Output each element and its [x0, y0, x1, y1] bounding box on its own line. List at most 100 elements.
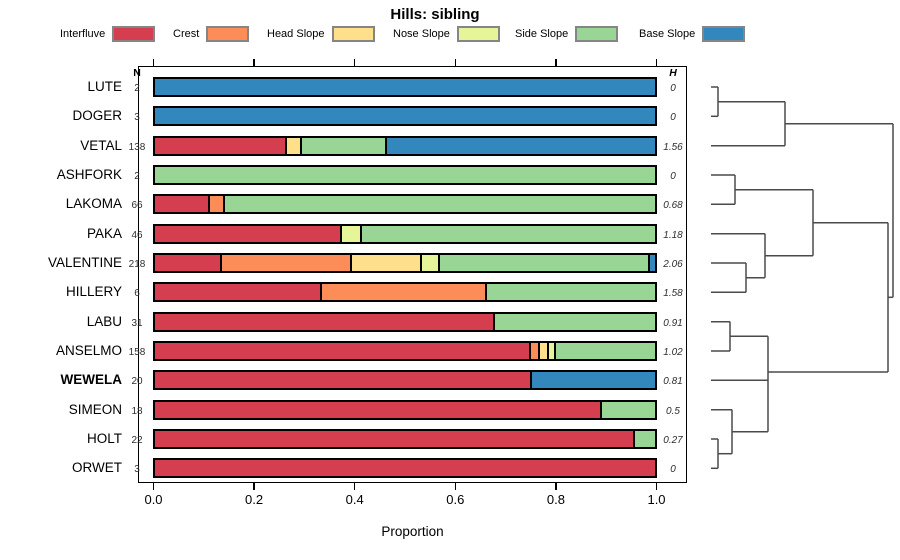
bar-segment-crest [220, 254, 350, 271]
n-value-wewela: 20 [131, 376, 143, 388]
bar-segment-nose [340, 225, 360, 242]
row-label-anselmo: ANSELMO [55, 342, 122, 358]
n-value-simeon: 18 [131, 405, 143, 417]
bar-segment-base [385, 137, 655, 154]
n-value-labu: 31 [131, 317, 143, 329]
legend-swatch-nose [456, 26, 500, 42]
legend-item-head: Head Slope [267, 26, 375, 42]
h-value-labu: 0.91 [663, 317, 683, 329]
row-label-holt: HOLT [86, 430, 122, 446]
stacked-bar-wewela [153, 370, 657, 391]
row-label-ashfork: ASHFORK [56, 166, 122, 182]
bar-segment-side [600, 401, 655, 418]
stacked-bar-vetal [153, 135, 657, 156]
bar-segment-side [360, 225, 655, 242]
bar-segment-interfluve [155, 225, 340, 242]
n-value-doger: 3 [134, 112, 140, 124]
h-value-vetal: 1.56 [663, 141, 683, 153]
axis-tick-label: 0.8 [546, 492, 565, 507]
h-value-anselmo: 1.02 [663, 346, 683, 358]
legend-label-nose: Nose Slope [393, 28, 450, 40]
axis-tick [152, 59, 155, 66]
n-value-lakoma: 66 [131, 200, 143, 212]
n-value-lute: 2 [134, 83, 140, 94]
h-value-ashfork: 0 [670, 170, 676, 182]
bar-segment-interfluve [155, 313, 493, 330]
legend-item-interfluve: Interfluve [60, 26, 156, 42]
axis-tick [353, 483, 356, 490]
axis-tick [655, 59, 658, 66]
n-value-ashfork: 2 [134, 170, 140, 182]
axis-tick [253, 483, 255, 490]
bar-segment-side [300, 137, 385, 154]
legend-label-side: Side Slope [515, 28, 569, 40]
bar-segment-interfluve [155, 137, 285, 154]
legend-item-nose: Nose Slope [393, 26, 500, 42]
row-label-hillery: HILLERY [65, 284, 122, 300]
axis-tick [655, 483, 658, 490]
h-value-doger: 0 [670, 112, 676, 124]
row-label-orwet: ORWET [72, 460, 122, 476]
h-value-holt: 0.27 [663, 434, 683, 446]
legend-item-base: Base Slope [639, 26, 746, 42]
stacked-bar-holt [153, 428, 657, 449]
legend-item-side: Side Slope [515, 26, 619, 42]
legend-label-crest: Crest [173, 28, 200, 40]
bar-segment-base [530, 372, 655, 389]
axis-tick [152, 483, 155, 490]
row-label-labu: LABU [86, 313, 122, 329]
bar-segment-crest [528, 342, 538, 359]
row-label-paka: PAKA [86, 225, 122, 241]
axis-tick-label: 0.4 [345, 492, 364, 507]
bar-segment-side [437, 254, 648, 271]
chart-title: Hills: sibling [390, 6, 480, 23]
h-value-valentine: 2.06 [663, 258, 683, 270]
legend-label-interfluve: Interfluve [60, 28, 106, 40]
n-value-paka: 46 [131, 229, 143, 241]
stacked-bar-ashfork [153, 164, 657, 185]
bar-segment-base [647, 254, 655, 271]
h-value-lute: 0 [670, 83, 676, 94]
stacked-bar-valentine [153, 252, 657, 273]
n-value-holt: 22 [131, 434, 143, 446]
bar-segment-nose [420, 254, 438, 271]
row-label-vetal: VETAL [80, 137, 122, 153]
axis-tick [253, 59, 255, 66]
axis-tick [555, 59, 557, 66]
stacked-bar-doger [153, 106, 657, 127]
row-label-lute: LUTE [87, 79, 122, 94]
stacked-bar-orwet [153, 458, 657, 479]
bar-segment-base [155, 108, 655, 125]
n-value-hillery: 6 [134, 288, 140, 300]
stacked-bar-lakoma [153, 194, 657, 215]
bar-segment-interfluve [155, 196, 208, 213]
bar-segment-interfluve [155, 342, 529, 359]
bar-segment-crest [207, 196, 223, 213]
x-axis-title: Proportion [381, 524, 444, 539]
h-value-orwet: 0 [670, 464, 676, 476]
axis-tick [454, 59, 457, 66]
axis-tick [555, 483, 557, 490]
bar-segment-interfluve [155, 430, 633, 447]
row-label-lakoma: LAKOMA [65, 196, 122, 212]
bar-segment-head [538, 342, 547, 359]
row-label-wewela: WEWELA [60, 372, 123, 388]
stacked-bar-hillery [153, 282, 657, 303]
bar-segment-interfluve [155, 372, 530, 389]
n-column-header: N [133, 67, 141, 79]
row-label-doger: DOGER [72, 108, 122, 124]
n-value-valentine: 218 [128, 258, 146, 270]
stacked-bar-anselmo [153, 340, 657, 361]
axis-tick [454, 483, 457, 490]
bar-segment-crest [320, 284, 485, 301]
row-label-valentine: VALENTINE [47, 254, 122, 270]
h-value-hillery: 1.58 [663, 288, 683, 300]
bar-segment-head [285, 137, 300, 154]
bar-segment-interfluve [155, 401, 600, 418]
bar-segment-interfluve [155, 254, 220, 271]
bar-segment-side [632, 430, 655, 447]
h-column-header: H [669, 67, 677, 79]
legend-label-base: Base Slope [639, 28, 696, 40]
axis-tick [353, 59, 356, 66]
